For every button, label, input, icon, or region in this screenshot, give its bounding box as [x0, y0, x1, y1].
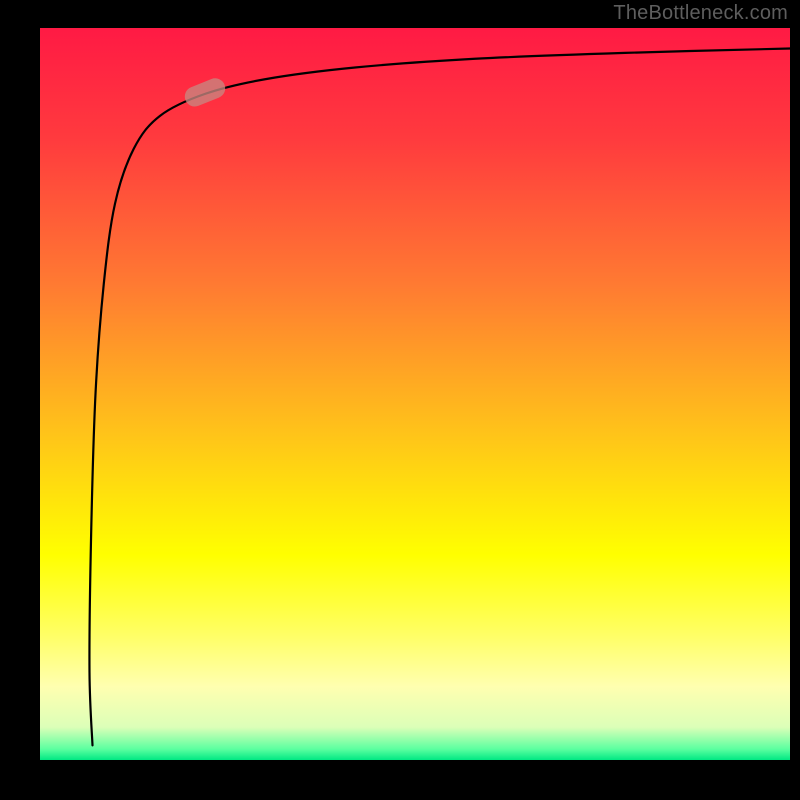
chart-frame: TheBottleneck.com [0, 0, 800, 800]
attribution-text: TheBottleneck.com [613, 2, 788, 25]
plot-background [40, 28, 790, 760]
bottleneck-chart [0, 0, 800, 800]
